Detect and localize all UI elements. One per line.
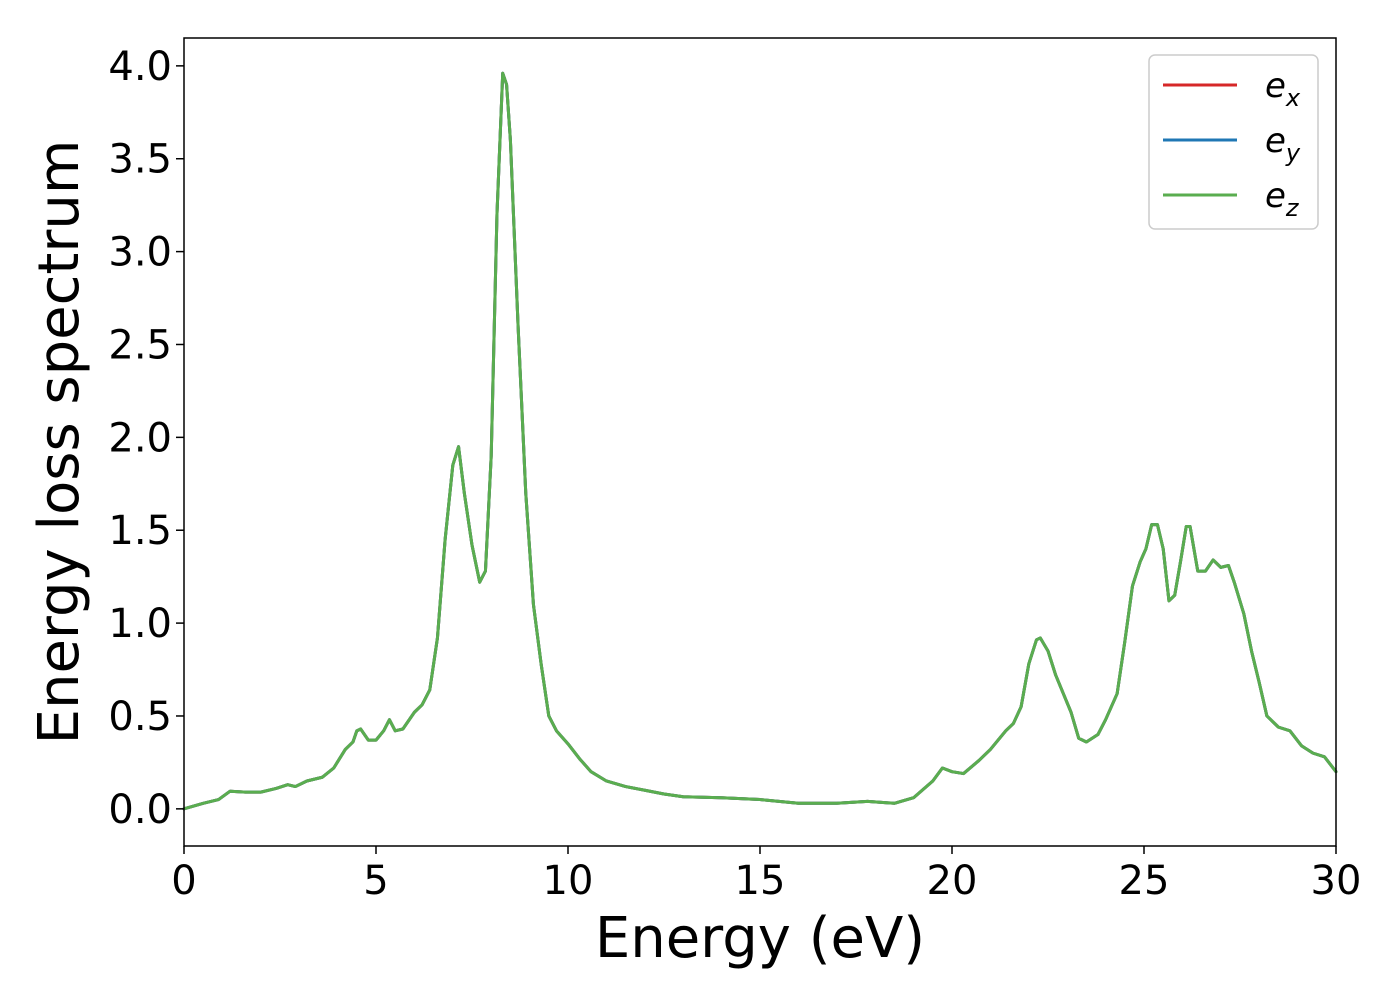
y-tick-label: 2.0 <box>108 415 172 461</box>
legend-label-base: e <box>1265 176 1286 216</box>
series-line-z <box>182 71 1338 811</box>
legend-label-x: ex <box>1265 66 1301 112</box>
y-tick-label: 1.0 <box>108 601 172 647</box>
y-tick-label: 0.0 <box>108 787 172 833</box>
x-tick-label: 30 <box>1311 858 1362 904</box>
x-tick-label: 10 <box>543 858 594 904</box>
legend-label-base: e <box>1265 66 1286 106</box>
y-tick-label: 0.5 <box>108 694 172 740</box>
legend-label-subscript: x <box>1285 84 1301 112</box>
legend-label-subscript: z <box>1285 194 1300 222</box>
legend-label-y: ey <box>1265 121 1301 167</box>
x-tick-label: 0 <box>171 858 196 904</box>
x-tick-label: 5 <box>363 858 388 904</box>
x-tick-label: 25 <box>1119 858 1170 904</box>
legend-label-base: e <box>1265 121 1286 161</box>
legend-label-z: ez <box>1265 176 1300 222</box>
x-tick-label: 20 <box>927 858 978 904</box>
series-layer <box>182 71 1338 811</box>
x-axis: 0 5 10 15 20 25 30 <box>171 846 1361 904</box>
y-tick-label: 4.0 <box>108 44 172 90</box>
legend-label-subscript: y <box>1285 139 1301 167</box>
y-tick-label: 3.0 <box>108 230 172 276</box>
legend-box <box>1148 54 1319 230</box>
x-tick-label: 15 <box>735 858 786 904</box>
y-axis-label: Energy loss spectrum <box>27 140 92 745</box>
y-tick-label: 2.5 <box>108 322 172 368</box>
y-axis: 0.0 0.5 1.0 1.5 2.0 2.5 3.0 3.5 4.0 <box>108 44 184 833</box>
y-tick-label: 1.5 <box>108 508 172 554</box>
x-axis-label: Energy (eV) <box>595 906 925 971</box>
y-tick-label: 3.5 <box>108 137 172 183</box>
